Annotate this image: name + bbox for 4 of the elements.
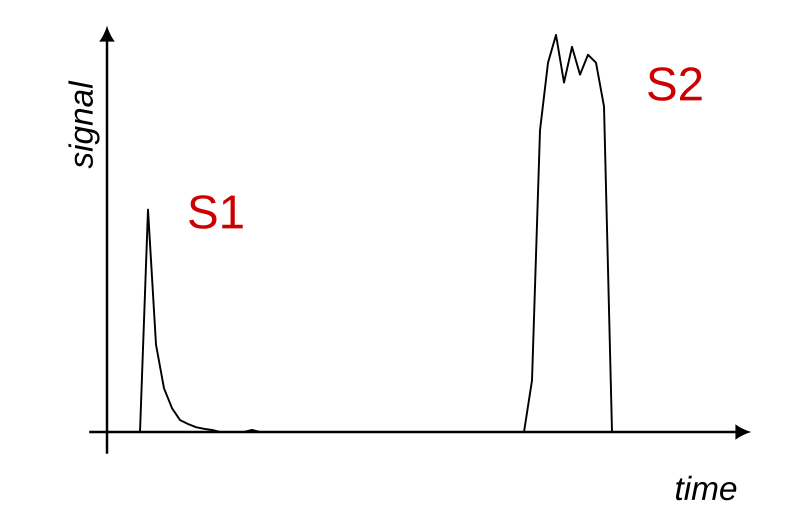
x-axis-title: time xyxy=(676,476,736,500)
annotation: S1 xyxy=(189,195,243,229)
text: S2 xyxy=(648,67,702,101)
y-axis-title: signal xyxy=(68,80,100,169)
